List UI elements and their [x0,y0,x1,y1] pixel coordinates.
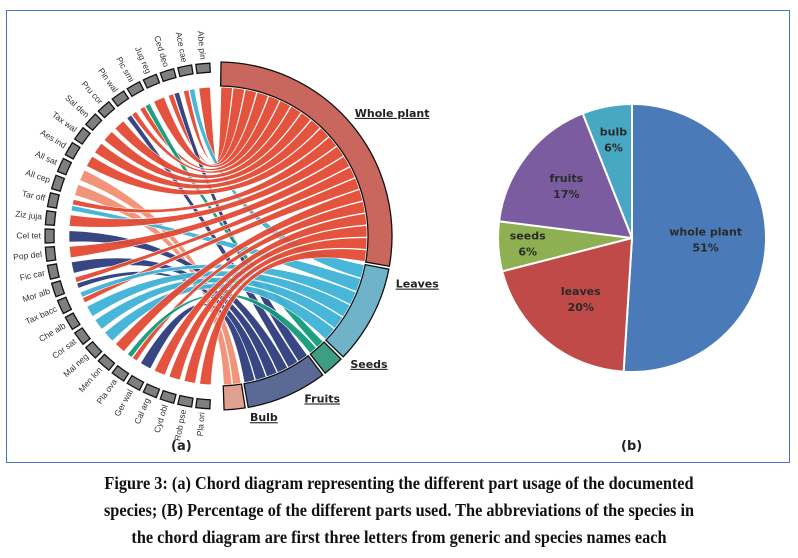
species-label: Cel tet [16,230,41,240]
pie-slice-fruits [497,112,634,240]
chord-ribbons [68,86,368,386]
species-arc [126,374,145,392]
pie-category-label: whole plant [669,225,742,238]
species-arc [126,80,145,98]
pie-value-label: 20% [568,301,594,314]
chord-ribbon [103,112,312,184]
species-arc [50,174,66,192]
chord-ribbon [199,248,367,386]
chord-ribbon [168,225,368,381]
species-arc [64,141,81,160]
species-arc [56,296,73,315]
group-arcs: Whole plant Leaves Seeds Fruits Bulb [219,61,440,424]
species-arc [177,64,194,78]
group-label: Seeds [350,358,388,371]
pie-value-label: 51% [692,241,718,254]
chord-ribbon [94,119,321,190]
species-arc [159,67,177,83]
species-arc [195,397,211,410]
pie-category-label: fruits [550,172,584,185]
species-arc [44,245,57,263]
species-arc [44,228,55,244]
species-arc [84,340,103,359]
group-label: Bulb [250,411,278,424]
pie-value-label: 17% [553,188,579,201]
species-arc [195,62,211,75]
group-arc [243,354,324,409]
pie-slice-leaves [500,236,634,373]
species-arc [142,383,161,399]
chord-ribbon [167,89,257,166]
chord-ribbon [183,237,368,384]
pie-category-label: bulb [600,126,627,139]
species-label: Abe pin [196,30,209,60]
species-arc [46,263,60,281]
pie-slice-whole-plant [622,102,767,373]
chord-ribbon [153,91,269,168]
group-label: Whole plant [355,107,430,120]
group-arc [219,61,393,267]
caption-line: species; (B) Percentage of the different… [103,500,695,520]
group-label: Fruits [304,392,340,405]
pie-slice-bulb [581,102,633,239]
chord-ribbon [69,156,351,259]
species-arc [73,326,92,346]
group-label: Leaves [396,278,440,291]
caption-line: Figure 3: (a) Chord diagram representing… [104,473,694,493]
species-arc [46,191,60,209]
group-arc [309,341,342,375]
chord-ribbon [68,145,344,228]
species-arc [159,389,177,405]
species-arc [111,90,130,108]
panel-b-label: (b) [621,439,642,454]
chord-ribbon [183,87,245,164]
chord-ribbon [79,263,357,305]
figure-frame [6,10,790,463]
species-label: Ziz juja [15,209,43,222]
pie-category-label: leaves [561,285,601,298]
species-arc [56,157,73,176]
group-arc [324,263,390,358]
chord-ribbon [131,100,291,174]
species-arc [97,100,116,119]
chord-ribbon [104,283,335,342]
caption-line: the chord diagram are first three letter… [131,527,667,547]
species-label: Tar off [21,188,47,203]
species-arc [44,209,57,227]
species-arc [84,113,103,132]
group-arc [222,383,246,411]
chord-ribbon [153,213,367,376]
species-arc [64,312,81,331]
pie-value-label: 6% [518,246,537,259]
chord-ribbon [71,136,337,213]
chord-ribbon [115,189,364,353]
figure-caption: Figure 3: (a) Chord diagram representing… [28,470,770,551]
species-label: Pop del [13,249,43,262]
species-label: Pla ori [195,412,207,437]
panel-a-label: (a) [171,439,192,454]
species-arc [142,73,161,89]
species-arc [111,364,130,382]
pie-chart: whole plant 51% leaves 20% seeds 6% fruits 17% b… [497,102,767,454]
pie-category-label: seeds [510,230,546,243]
chord-ribbon [74,166,356,283]
species-arc [97,353,116,372]
pie-value-label: 6% [604,142,623,155]
chord-ribbon [86,127,330,196]
species-arc [177,394,194,408]
chord-ribbon [114,105,302,179]
species-arc [50,280,66,298]
species-arc [73,126,92,146]
